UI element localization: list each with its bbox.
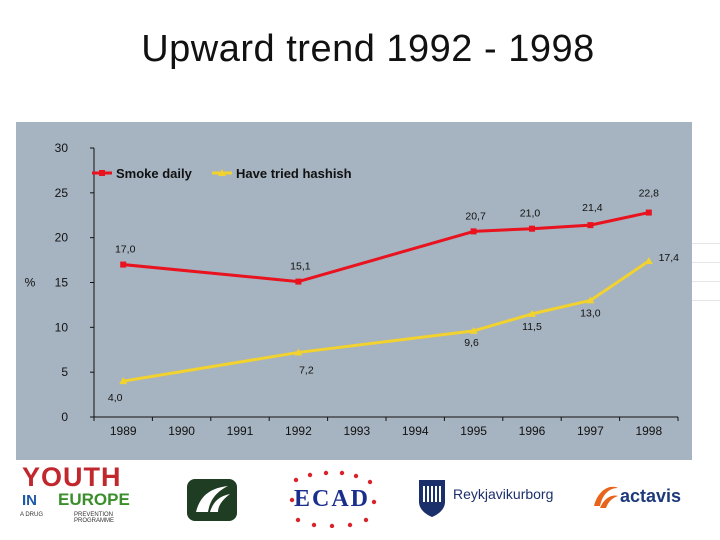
plot-background <box>16 122 692 460</box>
data-label: 21,0 <box>520 208 541 220</box>
green-emblem-icon <box>186 478 238 522</box>
x-tick-label: 1998 <box>635 424 662 438</box>
logo-subtitle-left: A DRUG <box>20 512 44 518</box>
data-point-marker <box>587 222 594 229</box>
y-tick-label: 5 <box>61 365 68 379</box>
data-label: 13,0 <box>580 307 601 319</box>
ecad-logo: ECAD <box>284 470 380 528</box>
x-tick-label: 1997 <box>577 424 604 438</box>
y-tick-label: 15 <box>55 276 69 290</box>
actavis-swoosh-icon <box>594 486 618 508</box>
data-point-marker <box>529 225 535 232</box>
y-tick-label: 30 <box>55 141 69 155</box>
series-line <box>122 259 650 383</box>
ecad-stars-icon <box>289 470 377 528</box>
x-tick-label: 1990 <box>168 424 195 438</box>
data-label: 17,0 <box>115 244 136 256</box>
actavis-text: actavis <box>620 486 682 506</box>
logo-subtitle-right: PREVENTION PROGRAMME <box>74 512 115 524</box>
youth-word: YOUTH <box>22 462 122 492</box>
data-label: 21,4 <box>582 202 603 214</box>
sponsor-logo-strip: YOUTH IN EUROPE A DRUG PREVENTION PROGRA… <box>0 460 720 540</box>
data-label: 4,0 <box>108 392 123 404</box>
data-label: 11,5 <box>522 321 542 333</box>
data-point-marker <box>644 256 653 264</box>
x-tick-label: 1992 <box>285 424 312 438</box>
y-axis-label: % <box>25 276 36 290</box>
data-point-marker <box>470 228 477 235</box>
europe-word: EUROPE <box>58 490 130 509</box>
city-shield-icon <box>419 480 445 517</box>
x-tick-label: 1994 <box>402 424 429 438</box>
x-tick-label: 1996 <box>519 424 546 438</box>
data-point-marker <box>295 278 302 285</box>
legend-marker <box>99 170 105 176</box>
reykjavikurborg-logo: Reykjavikurborg <box>415 478 565 524</box>
data-point-marker <box>528 309 536 317</box>
data-point-marker <box>119 377 128 385</box>
data-point-marker <box>586 296 595 304</box>
data-point-marker <box>645 209 652 216</box>
y-tick-label: 25 <box>55 186 69 200</box>
legend-marker <box>218 169 226 176</box>
ecad-text: ECAD <box>293 486 370 512</box>
youth-in-europe-logo: YOUTH IN EUROPE A DRUG PREVENTION PROGRA… <box>18 462 148 524</box>
chart-series <box>119 209 653 385</box>
y-tick-label: 10 <box>55 320 69 334</box>
in-word: IN <box>22 492 37 509</box>
chart-data-labels: 17,0 15,1 20,7 21,0 21,4 22,8 4,0 7,2 9,6 11,5 13,… <box>108 188 679 405</box>
data-point-marker <box>469 326 478 334</box>
data-label: 7,2 <box>299 364 314 376</box>
y-tick-label: 0 <box>61 410 68 424</box>
x-tick-label: 1993 <box>343 424 370 438</box>
series-line <box>123 211 650 284</box>
slide-title: Upward trend 1992 - 1998 <box>141 28 595 70</box>
data-label: 17,4 <box>659 252 680 264</box>
data-label: 22,8 <box>639 188 660 200</box>
chart-legend: Smoke daily Have tried hashish <box>92 166 352 181</box>
data-point-marker <box>120 261 127 268</box>
x-tick-label: 1991 <box>227 424 254 438</box>
y-tick-label: 20 <box>55 231 69 245</box>
data-label: 20,7 <box>465 210 486 222</box>
data-label: 9,6 <box>464 337 479 349</box>
legend-label: Have tried hashish <box>236 166 352 181</box>
actavis-logo: actavis <box>592 482 702 518</box>
x-tick-label: 1989 <box>110 424 137 438</box>
legend-label: Smoke daily <box>116 166 193 181</box>
chart-axes: 0 5 10 15 20 25 30 1989 1990 1991 1992 1993 1994 1995… <box>25 141 679 438</box>
reykjavikurborg-text: Reykjavikurborg <box>453 486 554 502</box>
data-label: 15,1 <box>290 261 311 273</box>
data-point-marker <box>294 348 303 356</box>
x-tick-label: 1995 <box>460 424 487 438</box>
line-chart: 0 5 10 15 20 25 30 1989 1990 1991 1992 1993 1994 1995… <box>16 122 692 460</box>
